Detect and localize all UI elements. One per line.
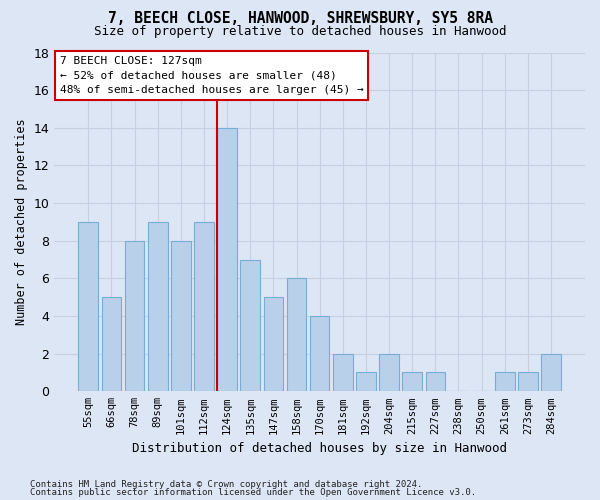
Bar [217,128,237,392]
Text: Contains public sector information licensed under the Open Government Licence v3: Contains public sector information licen… [30,488,476,497]
Y-axis label: Number of detached properties: Number of detached properties [15,118,28,325]
Bar [310,316,329,392]
Bar [194,222,214,392]
Bar [171,240,191,392]
Bar [495,372,515,392]
Bar [379,354,399,392]
Text: Size of property relative to detached houses in Hanwood: Size of property relative to detached ho… [94,25,506,38]
Bar [241,260,260,392]
Bar [79,222,98,392]
X-axis label: Distribution of detached houses by size in Hanwood: Distribution of detached houses by size … [132,442,507,455]
Bar [541,354,561,392]
Bar [148,222,167,392]
Bar [403,372,422,392]
Bar [333,354,353,392]
Bar [425,372,445,392]
Text: 7, BEECH CLOSE, HANWOOD, SHREWSBURY, SY5 8RA: 7, BEECH CLOSE, HANWOOD, SHREWSBURY, SY5… [107,11,493,26]
Bar [518,372,538,392]
Bar [287,278,307,392]
Bar [356,372,376,392]
Text: Contains HM Land Registry data © Crown copyright and database right 2024.: Contains HM Land Registry data © Crown c… [30,480,422,489]
Bar [125,240,145,392]
Text: 7 BEECH CLOSE: 127sqm
← 52% of detached houses are smaller (48)
48% of semi-deta: 7 BEECH CLOSE: 127sqm ← 52% of detached … [59,56,364,96]
Bar [263,297,283,392]
Bar [101,297,121,392]
